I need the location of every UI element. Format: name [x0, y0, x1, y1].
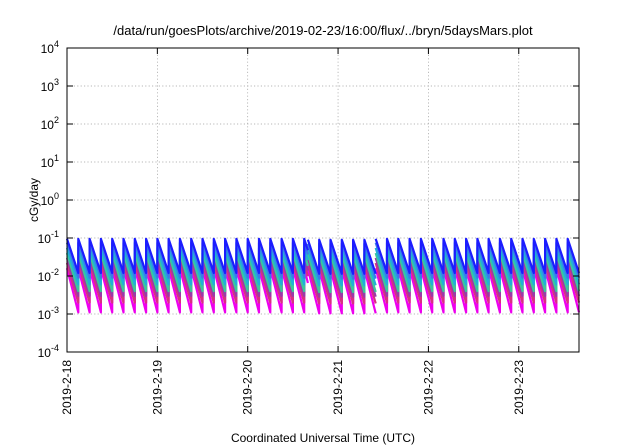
y-tick-label: 10-4: [38, 343, 59, 360]
x-tick-label: 2019-2-22: [421, 360, 435, 415]
y-tick-label: 10-3: [38, 305, 59, 322]
x-tick-label: 2019-2-19: [150, 360, 164, 415]
y-tick-label: 10-1: [38, 229, 59, 246]
y-tick-label: 10-2: [38, 267, 59, 284]
x-axis: 2019-2-18 2019-2-19 2019-2-20 2019-2-21 2019…: [60, 48, 526, 415]
y-tick-label: 104: [41, 39, 59, 56]
series-group: [65, 237, 581, 315]
x-tick-label: 2019-2-18: [60, 360, 74, 415]
y-tick-label: 100: [41, 191, 59, 208]
x-tick-label: 2019-2-21: [331, 360, 345, 415]
x-tick-label: 2019-2-23: [512, 360, 526, 415]
y-axis: 104 103 102 101 100 10-1 10-2 10-3 10-4: [38, 39, 579, 360]
chart-title: /data/run/goesPlots/archive/2019-02-23/1…: [113, 23, 533, 38]
y-axis-label: cGy/day: [27, 178, 41, 222]
y-tick-label: 103: [41, 77, 59, 94]
x-tick-label: 2019-2-20: [241, 360, 255, 415]
y-tick-label: 102: [41, 115, 59, 132]
y-tick-label: 101: [41, 153, 59, 170]
series-line: [65, 237, 581, 275]
x-axis-label: Coordinated Universal Time (UTC): [231, 431, 415, 445]
